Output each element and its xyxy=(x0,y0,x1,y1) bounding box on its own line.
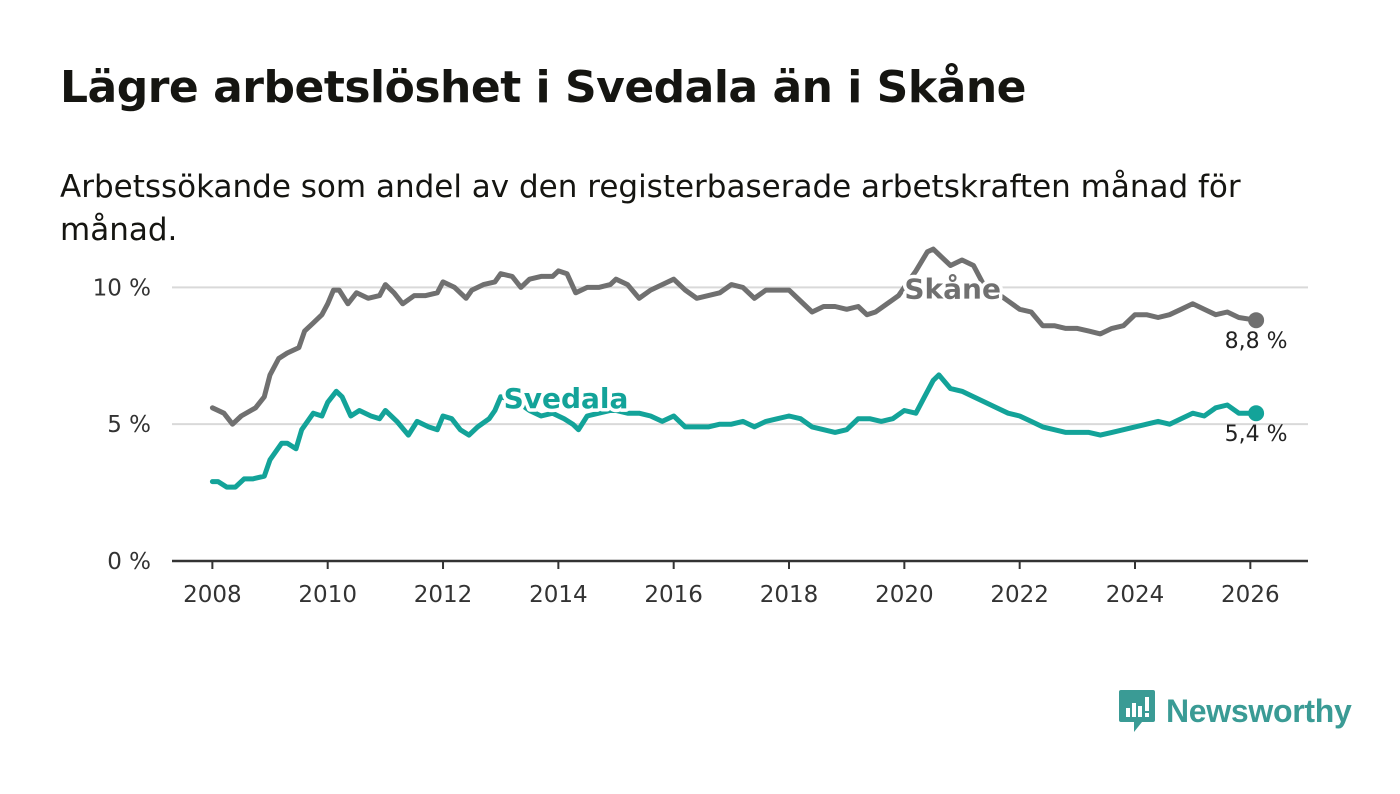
y-axis: 0 % 5 % 10 % xyxy=(93,275,151,575)
x-tick-label: 2012 xyxy=(414,582,473,608)
x-tick-label: 2024 xyxy=(1106,582,1165,608)
y-tick-label: 10 % xyxy=(93,275,151,301)
series-label-svedala: Svedala xyxy=(504,382,629,415)
chart-title: Lägre arbetslöshet i Svedala än i Skåne xyxy=(60,62,1027,113)
brand-logo: Newsworthy xyxy=(1118,688,1352,734)
brand-name: Newsworthy xyxy=(1166,692,1352,729)
x-tick-label: 2014 xyxy=(529,582,588,608)
series-label-skne: Skåne xyxy=(904,273,1001,306)
series-line-skne xyxy=(209,246,1259,427)
series-end-point-svedala xyxy=(1248,405,1265,422)
x-tick-label: 2026 xyxy=(1221,582,1280,608)
x-axis: 2008 2010 2012 2014 2016 2018 2020 2022 2024 2026 xyxy=(172,559,1308,608)
annotations: Skåne Svedala xyxy=(500,269,1004,418)
x-tick-label: 2022 xyxy=(990,582,1049,608)
series-end-point-skne xyxy=(1248,312,1265,329)
x-tick-label: 2020 xyxy=(875,582,934,608)
chart-subtitle: Arbetssökande som andel av den registerb… xyxy=(60,169,1241,248)
x-tick-label: 2010 xyxy=(298,582,357,608)
series-lines: 8,8 % 5,4 % xyxy=(209,246,1288,490)
line-chart: 0 %5 %10 % 2008 2010 2012 2014 2016 2018 2020 2… xyxy=(93,246,1308,608)
y-tick-label: 5 % xyxy=(107,412,151,438)
end-value-label-skne: 8,8 % xyxy=(1225,329,1288,354)
x-tick-label: 2018 xyxy=(760,582,819,608)
x-tick-label: 2016 xyxy=(644,582,703,608)
y-tick-label: 0 % xyxy=(107,549,151,575)
newsworthy-logo-icon xyxy=(1119,690,1155,732)
series-line-svedala xyxy=(209,372,1259,490)
x-tick-label: 2008 xyxy=(183,582,242,608)
end-value-label-svedala: 5,4 % xyxy=(1225,422,1288,447)
grid-lines xyxy=(172,286,1308,426)
